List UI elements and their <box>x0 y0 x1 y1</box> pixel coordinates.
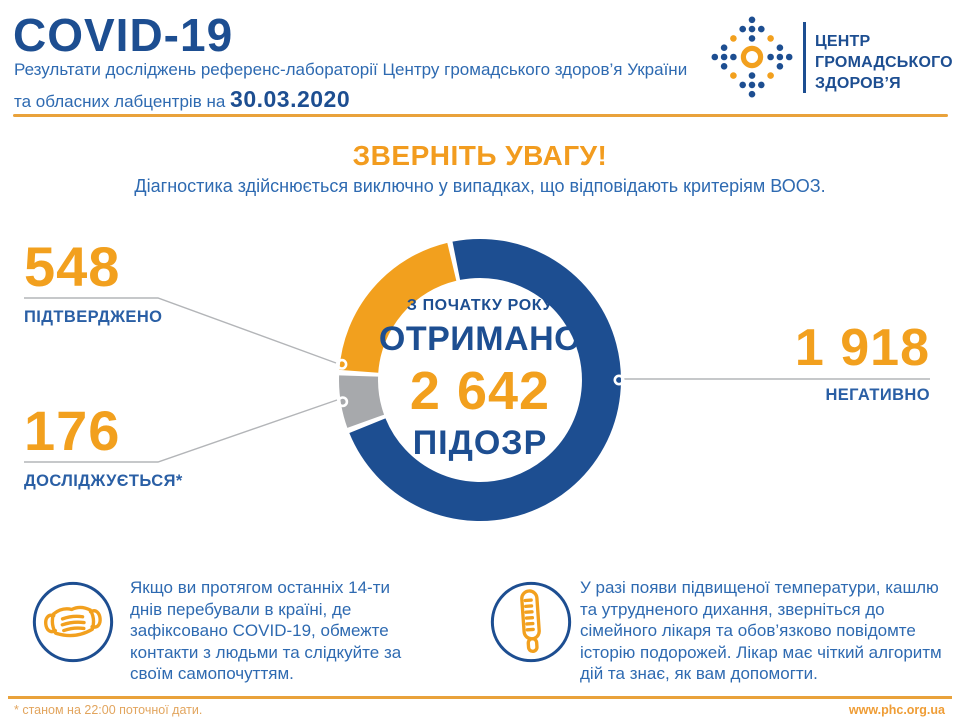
stat-negative-value: 1 918 <box>794 319 930 377</box>
logo-org-line: ГРОМАДСЬКОГО <box>815 54 953 71</box>
attention-subtitle: Діагностика здійснюється виключно у випа… <box>134 176 826 196</box>
stat-negative: 1 918 НЕГАТИВНО <box>795 320 930 405</box>
logo-dot <box>776 44 784 51</box>
stat-confirmed: 548 ПІДТВЕРДЖЕНО <box>24 238 162 327</box>
logo-dot <box>785 53 793 61</box>
donut-center-line1: З ПОЧАТКУ РОКУ <box>406 297 554 314</box>
logo-dot <box>739 81 746 89</box>
logo-dot <box>730 72 737 79</box>
logo-dot <box>776 53 784 61</box>
stat-confirmed-value: 548 <box>24 235 121 298</box>
logo-dot <box>748 90 756 98</box>
logo-dot <box>767 53 774 61</box>
logo-dot <box>720 63 728 70</box>
header-divider-line <box>13 114 948 117</box>
stat-confirmed-label: ПІДТВЕРДЖЕНО <box>24 308 163 326</box>
logo-dot <box>720 44 728 51</box>
logo-dot <box>767 35 774 42</box>
logo-dot <box>767 72 774 79</box>
stat-investigating-value: 176 <box>24 399 121 462</box>
logo-dot <box>730 35 737 42</box>
logo-dot <box>739 25 746 33</box>
logo-org-name: ЦЕНТР ГРОМАДСЬКОГО ЗДОРОВ’Я <box>815 31 953 94</box>
logo-dot <box>748 72 756 79</box>
logo-org-line: ЗДОРОВ’Я <box>815 75 901 92</box>
logo-dot <box>748 35 756 42</box>
face-mask-icon <box>32 581 114 663</box>
anchor-dot-0 <box>336 358 348 370</box>
stat-negative-label: НЕГАТИВНО <box>825 386 930 404</box>
header-subtitle-line2: та обласних лабцентрів на 30.03.2020 <box>14 86 350 113</box>
logo-org-line: ЦЕНТР <box>815 33 871 50</box>
thermometer-icon <box>490 581 572 663</box>
logo-dot <box>758 81 765 89</box>
logo-dot <box>748 81 756 89</box>
advice-fever-text: У разі появи підвищеної температури, каш… <box>580 578 942 683</box>
logo-dot <box>730 53 737 61</box>
report-date: 30.03.2020 <box>230 86 351 112</box>
footer-divider-line <box>8 696 952 699</box>
logo-dot <box>758 25 765 33</box>
logo-dot <box>748 16 756 24</box>
donut-center-label: З ПОЧАТКУ РОКУ ОТРИМАНО 2 642 ПІДОЗР <box>355 297 605 463</box>
footer-note: * станом на 22:00 поточної дати. <box>14 703 203 717</box>
logo-divider-line <box>803 22 806 93</box>
anchor-dot-2 <box>613 374 625 386</box>
stat-investigating-label: ДОСЛІДЖУЄТЬСЯ* <box>24 472 183 490</box>
header-subtitle-line1: Результати досліджень референс-лаборатор… <box>14 60 688 79</box>
donut-total-value: 2 642 <box>409 361 551 421</box>
footer-website-link[interactable]: www.phc.org.ua <box>848 703 945 717</box>
anchor-dot-1 <box>337 396 349 408</box>
logo-center-ring <box>740 45 764 69</box>
page-title: COVID-19 <box>13 9 234 61</box>
logo-dot <box>748 25 756 33</box>
phc-logo-icon <box>711 16 793 98</box>
attention-heading: ЗВЕРНІТЬ УВАГУ! <box>352 140 608 171</box>
logo-dot <box>776 63 784 70</box>
logo-dot <box>720 53 728 61</box>
donut-center-line2: ОТРИМАНО <box>378 320 582 358</box>
advice-travel-text: Якщо ви протягом останніх 14-ти днів пер… <box>130 578 402 683</box>
logo-dot <box>711 53 719 61</box>
donut-unit-label: ПІДОЗР <box>412 424 548 462</box>
header-subtitle-line2-text: та обласних лабцентрів на <box>14 92 231 111</box>
stat-investigating: 176 ДОСЛІДЖУЄТЬСЯ* <box>24 402 183 491</box>
